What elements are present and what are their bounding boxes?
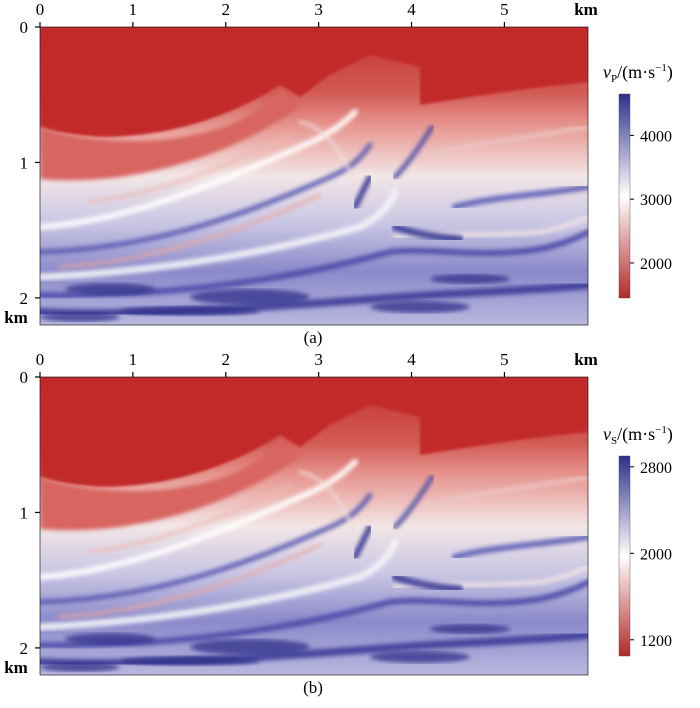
x-tick-label: 5 xyxy=(500,0,509,19)
colorbar-scale xyxy=(618,93,631,299)
deep-layer-patch-1 xyxy=(65,283,155,295)
reflector-band-11 xyxy=(391,223,464,243)
reflector-band-2 xyxy=(40,492,373,605)
upper-layer xyxy=(40,89,300,181)
reflector-band-1 xyxy=(40,459,358,580)
colorbar-tick-label: 2800 xyxy=(640,460,672,477)
x-tick-label: 0 xyxy=(36,0,45,19)
x-tick-label: 3 xyxy=(314,350,323,369)
panel-label: (a) xyxy=(304,328,323,347)
deep-layer-patch-3 xyxy=(430,624,510,634)
reflector-band-14 xyxy=(88,133,292,204)
y-tick-label: 1 xyxy=(20,503,29,522)
x-tick-label: 2 xyxy=(222,350,231,369)
colorbar-title: vS/(m·s−1) xyxy=(603,424,673,447)
reflector-band-13 xyxy=(58,543,322,619)
colorbar-tick-label: 3000 xyxy=(640,192,672,209)
reflector-band-8 xyxy=(418,125,588,159)
colorbar-title-exponent: −1 xyxy=(655,424,667,436)
deep-layer-patch-6 xyxy=(40,312,120,322)
deep-layer-patch-2 xyxy=(190,639,310,655)
reflector-band-4 xyxy=(40,579,588,649)
deep-layer-patch-6 xyxy=(40,662,120,672)
shallow-layer xyxy=(40,377,588,487)
shallow-layer xyxy=(40,27,588,137)
reflector-band-10 xyxy=(392,474,435,530)
colorbar-title-subscript: P xyxy=(611,73,617,85)
x-unit-label: km xyxy=(574,0,598,19)
reflector-band-7 xyxy=(452,184,588,210)
x-tick-label: 0 xyxy=(36,350,45,369)
colorbar-title-symbol: v xyxy=(603,424,611,444)
colorbar-title-unit: /(m·s xyxy=(617,62,655,83)
x-tick-label: 3 xyxy=(314,0,323,19)
reflector-band-1 xyxy=(40,109,358,230)
colorbar: 4000 3000 2000 vP/(m·s−1) xyxy=(603,62,673,299)
colorbar-title-unit: /(m·s xyxy=(617,424,655,445)
deep-layer-patch-4 xyxy=(120,656,260,666)
x-tick-label: 2 xyxy=(222,0,231,19)
x-tick-label: 1 xyxy=(129,0,138,19)
reflector-band-13 xyxy=(58,193,322,269)
colorbar-tick-label: 4000 xyxy=(640,128,672,145)
colorbar-title-symbol: v xyxy=(603,62,611,82)
colorbar-title-subscript: S xyxy=(611,435,617,447)
x-tick-label: 1 xyxy=(129,350,138,369)
deep-layer-patch-5 xyxy=(370,301,470,313)
velocity-model-image xyxy=(40,27,588,325)
y-tick-label: 2 xyxy=(20,289,29,308)
y-tick-label: 2 xyxy=(20,639,29,658)
y-unit-label: km xyxy=(4,308,28,327)
reflector-band-12 xyxy=(352,174,373,210)
x-unit-label: km xyxy=(574,350,598,369)
colorbar-tick-label: 2000 xyxy=(640,256,672,273)
reflector-band-3 xyxy=(40,538,399,631)
reflector-band-11 xyxy=(391,573,464,593)
deep-layer-patch-3 xyxy=(430,274,510,284)
colorbar-title-close: ) xyxy=(667,62,673,83)
colorbar-scale xyxy=(618,455,631,657)
x-tick-label: 4 xyxy=(407,0,416,19)
colorbar: 2800 2000 1200 vS/(m·s−1) xyxy=(603,424,673,657)
colorbar-tick-label: 2000 xyxy=(640,546,672,563)
reflector-band-8 xyxy=(418,475,588,509)
colorbar-title: vP/(m·s−1) xyxy=(603,62,673,85)
velocity-model-image xyxy=(40,377,588,675)
colorbar-title-close: ) xyxy=(667,424,673,445)
x-tick-label: 4 xyxy=(407,350,416,369)
colorbar-tick-label: 1200 xyxy=(640,633,672,650)
y-tick-label: 0 xyxy=(20,368,29,387)
reflector-band-2 xyxy=(40,142,373,255)
y-tick-label: 1 xyxy=(20,153,29,172)
reflector-band-14 xyxy=(88,483,292,554)
deep-layer-patch-4 xyxy=(120,306,260,316)
deep-layer-patch-5 xyxy=(370,651,470,663)
reflector-band-3 xyxy=(40,188,399,281)
reflector-band-7 xyxy=(452,534,588,560)
upper-layer xyxy=(40,439,300,531)
reflector-band-12 xyxy=(352,524,373,560)
deep-layer-patch-1 xyxy=(65,633,155,645)
reflector-band-4 xyxy=(40,229,588,299)
panel-label: (b) xyxy=(303,678,323,697)
reflector-band-9 xyxy=(298,470,362,549)
reflector-band-10 xyxy=(392,124,435,180)
colorbar-title-exponent: −1 xyxy=(655,62,667,74)
plot-frame xyxy=(39,26,589,326)
x-tick-label: 5 xyxy=(500,350,509,369)
reflector-band-9 xyxy=(298,120,362,199)
y-unit-label: km xyxy=(4,658,28,677)
deep-layer-patch-2 xyxy=(190,289,310,305)
y-tick-label: 0 xyxy=(20,18,29,37)
plot-frame xyxy=(39,376,589,676)
